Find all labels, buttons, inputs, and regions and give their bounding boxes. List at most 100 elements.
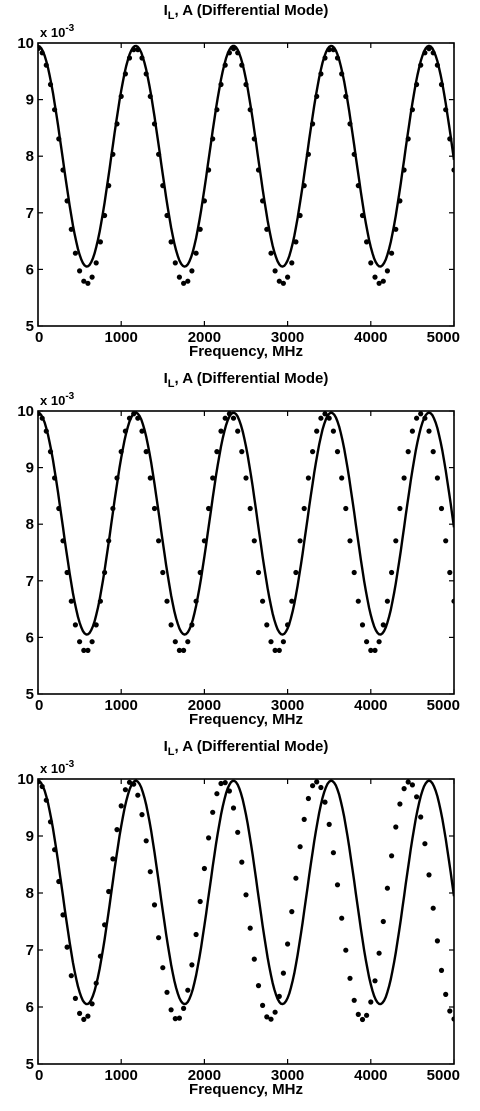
data-point [52, 847, 58, 853]
data-point [364, 639, 370, 645]
data-point [251, 136, 257, 142]
data-point [176, 274, 182, 280]
data-point [172, 1016, 178, 1022]
chart-title-subscript: L [168, 10, 175, 22]
data-point [397, 801, 403, 807]
data-point [110, 856, 116, 862]
data-point [68, 973, 74, 979]
data-point [56, 136, 62, 142]
data-point [106, 183, 112, 189]
data-point [351, 151, 357, 157]
data-point [368, 647, 374, 654]
y-tick-label: 6 [26, 999, 34, 1016]
data-point [201, 198, 207, 204]
data-point [451, 1016, 454, 1022]
data-point [193, 250, 199, 256]
data-point [414, 794, 420, 800]
y-tick-label: 8 [26, 885, 34, 902]
data-point [372, 978, 378, 984]
data-point [60, 538, 66, 544]
x-tick-label: 4000 [354, 697, 387, 714]
data-point [409, 428, 415, 434]
data-point [401, 786, 407, 792]
data-point [405, 136, 411, 142]
data-point [414, 415, 420, 421]
data-point [280, 639, 286, 645]
y-multiplier-exponent: -3 [65, 759, 74, 770]
chart-title-subscript: L [168, 746, 175, 758]
data-point [131, 411, 137, 417]
x-tick-label: 1000 [105, 1067, 138, 1084]
data-point [380, 278, 386, 284]
data-point [405, 449, 411, 455]
chart-title-main: I [164, 738, 168, 755]
y-multiplier-exponent: -3 [65, 23, 74, 34]
data-point [418, 62, 424, 68]
data-point [368, 260, 374, 266]
data-point [310, 121, 316, 127]
data-point [156, 538, 162, 544]
data-point [168, 239, 174, 245]
data-point [56, 505, 62, 512]
x-tick-label: 0 [35, 697, 43, 714]
data-point [52, 107, 58, 113]
data-point [230, 415, 237, 421]
series-line-simulated [38, 44, 454, 268]
data-point [189, 268, 195, 274]
data-point [43, 428, 49, 434]
data-point [164, 212, 170, 219]
data-point [314, 428, 320, 434]
data-point [226, 50, 232, 56]
data-point [38, 46, 41, 52]
data-point [310, 449, 316, 455]
data-point [102, 212, 108, 219]
chart-title: IL, A (Differential Mode) [164, 2, 329, 22]
data-point [301, 183, 307, 189]
chart-title-rest: , A (Differential Mode) [175, 2, 329, 19]
data-point [289, 598, 295, 604]
data-point [160, 965, 166, 971]
y-multiplier-label: x 10-3 [40, 759, 75, 776]
x-tick-label: 4000 [354, 1067, 387, 1084]
series-dots-measured [38, 411, 454, 654]
axes-frame [37, 410, 455, 695]
data-point [126, 779, 133, 785]
data-point [239, 449, 245, 455]
data-point [43, 62, 49, 68]
data-point [172, 260, 178, 266]
data-point [47, 819, 54, 825]
data-point [401, 167, 407, 173]
data-point [285, 622, 291, 628]
data-point [197, 569, 203, 576]
y-tick-label: 5 [26, 686, 34, 703]
data-point [285, 941, 291, 947]
data-point [214, 107, 220, 113]
chart-panel-2: IL, A (Differential Mode) x 10-3 0 1000 2000… [17, 370, 460, 728]
y-tick-label: 8 [26, 516, 34, 533]
data-point [39, 415, 45, 421]
y-tick-label: 10 [17, 403, 34, 420]
axes-frame [37, 42, 455, 327]
data-point [206, 167, 212, 173]
data-point [110, 151, 116, 157]
data-point [176, 647, 182, 654]
data-point [285, 274, 291, 280]
data-point [268, 1016, 274, 1022]
y-tick-label: 9 [26, 92, 34, 109]
data-point [235, 829, 241, 835]
y-tick-label: 6 [26, 261, 34, 278]
data-point [347, 538, 353, 544]
data-point [368, 999, 374, 1005]
data-point [222, 780, 228, 786]
data-point [389, 853, 395, 859]
x-axis-label: Frequency, MHz [189, 711, 303, 728]
data-point [97, 953, 103, 959]
data-point [351, 569, 357, 576]
data-point [68, 598, 74, 604]
data-point [343, 93, 349, 99]
data-point [326, 821, 332, 828]
data-point [81, 1016, 87, 1023]
data-point [272, 268, 278, 274]
y-tick-label: 10 [17, 771, 34, 788]
data-point [434, 475, 440, 481]
